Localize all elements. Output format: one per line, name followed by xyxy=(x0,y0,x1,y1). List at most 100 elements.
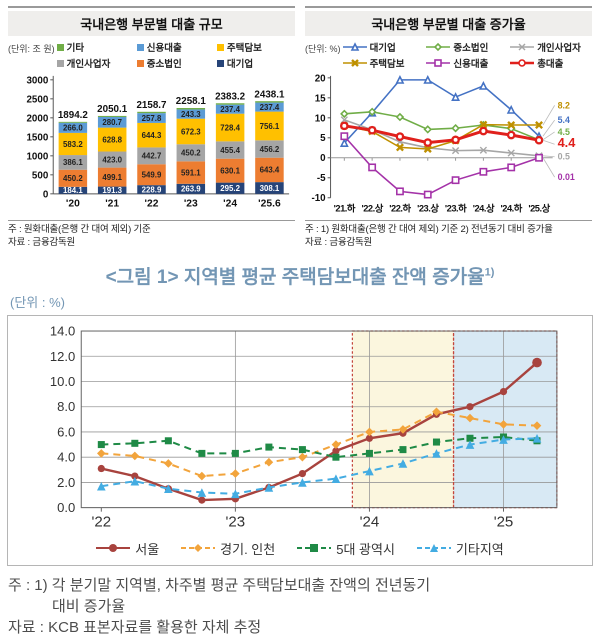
loan-growth-title: 국내은행 부문별 대출 증가율 xyxy=(305,11,592,36)
svg-text:'25: '25 xyxy=(494,514,514,531)
legend-item: 신용대출 xyxy=(426,56,508,70)
svg-text:549.9: 549.9 xyxy=(142,171,162,180)
legend-swatch xyxy=(56,43,64,51)
svg-text:-10: -10 xyxy=(311,193,326,204)
legend-label: 주택담보 xyxy=(226,43,262,54)
legend-marker xyxy=(342,42,367,51)
line-series xyxy=(339,121,544,147)
bar-segment xyxy=(215,103,245,105)
svg-text:'25.6: '25.6 xyxy=(258,199,281,210)
legend-label: 기타지역 xyxy=(455,541,504,557)
svg-text:0: 0 xyxy=(320,153,326,164)
legend-marker xyxy=(426,59,451,67)
legend-marker xyxy=(510,43,535,51)
bar-segment xyxy=(137,122,166,148)
note-line: 자료 : 금융감독원 xyxy=(8,236,76,248)
legend-swatch xyxy=(216,43,224,51)
svg-text:237.4: 237.4 xyxy=(260,103,280,112)
svg-text:10.0: 10.0 xyxy=(50,374,75,389)
legend-item: 총대출 xyxy=(510,56,592,70)
bar-segment xyxy=(215,158,245,183)
legend-item: 개인사업자 xyxy=(510,40,592,54)
line-series xyxy=(96,434,542,499)
svg-text:237.4: 237.4 xyxy=(220,105,240,114)
loan-growth-unit: (단위: %) xyxy=(305,44,341,54)
legend-item: 신용대출 xyxy=(136,40,215,54)
legend-item: 주택담보 xyxy=(216,40,295,54)
svg-text:450.2: 450.2 xyxy=(63,174,83,183)
legend-label: 서울 xyxy=(135,541,160,557)
svg-text:'21.하: '21.하 xyxy=(334,203,356,214)
svg-text:455.4: 455.4 xyxy=(220,146,240,155)
bar-column: 228.9 549.9 442.7 644.3 257.8 2158.7 '22 xyxy=(136,100,167,210)
bar-segment xyxy=(215,104,245,114)
legend-marker xyxy=(426,42,451,52)
svg-text:2500: 2500 xyxy=(26,94,48,105)
svg-text:263.9: 263.9 xyxy=(181,185,201,194)
svg-text:'24.하: '24.하 xyxy=(501,203,523,214)
figure1-title: <그림 1> 지역별 평균 주택담보대출 잔액 증가율1) xyxy=(0,262,600,289)
legend-swatch xyxy=(136,59,144,67)
series-end-label: 0.01 xyxy=(558,172,575,182)
loan-growth-legend: 대기업 중소법인 개인사업자 주택담보 신용대출 총대출 xyxy=(342,40,592,70)
svg-text:2438.1: 2438.1 xyxy=(254,89,285,100)
note-line: 주 : 1) 각 분기말 지역별, 차주별 평균 주택담보대출 잔액의 전년동기 xyxy=(8,576,431,594)
legend-item: 중소법인 xyxy=(136,56,215,70)
svg-text:14.0: 14.0 xyxy=(50,324,75,339)
bar-segment xyxy=(255,182,284,194)
regional-mortgage-chart: 0.0 2.0 4.0 6.0 8.0 10.0 12.0 14.0 '22 '23 '24 '25 xyxy=(50,324,558,531)
svg-text:295.2: 295.2 xyxy=(220,184,240,193)
legend-label: 대기업 xyxy=(369,43,396,54)
svg-text:5: 5 xyxy=(320,133,326,144)
note-line: 주 : 1) 원화대출(은행 간 대여 제외) 기준 2) 전년동기 대비 증가… xyxy=(305,224,553,236)
bar-segment xyxy=(215,141,245,159)
svg-text:423.0: 423.0 xyxy=(102,155,122,164)
loan-growth-legend-wrap: (단위: %) 대기업 중소법인 개인사업자 주택담보 신용대출 총대출 xyxy=(305,40,592,70)
bar-segment xyxy=(215,182,245,194)
svg-text:386.1: 386.1 xyxy=(63,158,83,167)
svg-text:643.4: 643.4 xyxy=(260,166,280,175)
line-series xyxy=(340,132,543,199)
svg-text:'24: '24 xyxy=(360,514,380,531)
loan-volume-panel: 국내은행 부문별 대출 규모 (단위: 조 원) 기타 신용대출 주택담보 개인사업자… xyxy=(8,6,295,249)
legend-label: 총대출 xyxy=(537,59,564,70)
legend-item: 기타 xyxy=(56,40,135,54)
bar-segment xyxy=(255,111,284,141)
legend-label: 신용대출 xyxy=(146,43,182,54)
bar-segment xyxy=(255,101,284,103)
bar-segment xyxy=(58,186,88,194)
svg-text:'23: '23 xyxy=(226,514,246,531)
legend-item: 기타지역 xyxy=(416,539,504,558)
bar-segment xyxy=(97,186,127,194)
note-line: 주 : 원화대출(은행 간 대여 제외) 기준 xyxy=(8,224,151,236)
legend-item: 서울 xyxy=(96,539,159,558)
series-end-label: 8.2 xyxy=(558,100,570,110)
svg-text:450.2: 450.2 xyxy=(181,149,201,158)
bar-segment xyxy=(97,167,127,187)
svg-text:'25.상: '25.상 xyxy=(528,203,550,214)
figure1-title-text: <그림 1> 지역별 평균 주택담보대출 잔액 증가율 xyxy=(105,267,485,289)
figure1-unit: (단위 : %) xyxy=(10,295,65,311)
bar-column: 263.9 591.1 450.2 672.3 243.3 2258.1 '23 xyxy=(176,96,207,210)
svg-text:4.0: 4.0 xyxy=(57,450,75,465)
legend-label: 개인사업자 xyxy=(66,59,111,70)
bar-segment xyxy=(137,185,166,194)
legend-item: 대기업 xyxy=(216,56,295,70)
legend-label: 신용대출 xyxy=(453,59,489,70)
legend-item: 대기업 xyxy=(342,40,425,54)
svg-text:184.1: 184.1 xyxy=(63,186,83,195)
svg-text:630.1: 630.1 xyxy=(220,166,240,175)
bar-segment xyxy=(215,113,245,142)
svg-text:1894.2: 1894.2 xyxy=(58,110,89,121)
bar-segment xyxy=(97,127,127,152)
bar-segment xyxy=(58,132,88,156)
svg-text:2158.7: 2158.7 xyxy=(136,100,167,111)
svg-text:'24.상: '24.상 xyxy=(473,203,495,214)
legend-marker xyxy=(96,544,131,553)
bar-column: 295.2 630.1 455.4 728.4 237.4 2383.2 '24 xyxy=(215,91,246,209)
legend-item: 5대 광역시 xyxy=(297,539,395,558)
bar-segment xyxy=(137,164,166,186)
svg-text:499.1: 499.1 xyxy=(102,173,122,182)
svg-text:191.3: 191.3 xyxy=(102,186,122,195)
